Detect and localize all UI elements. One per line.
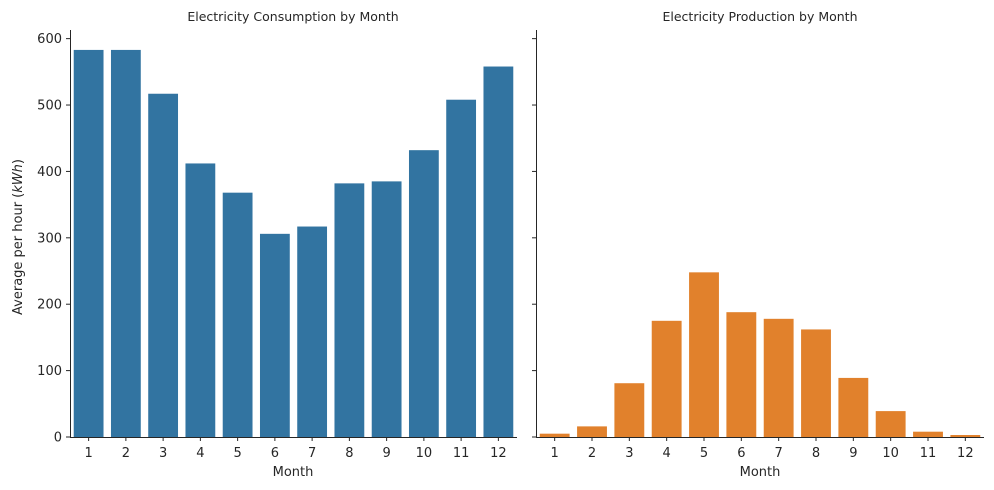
- consumption-y-ticks: 0 100 200 300 400 500 600: [37, 32, 70, 446]
- bar-month-3: [614, 383, 645, 437]
- x-tick-label: 11: [920, 446, 937, 461]
- x-tick-label: 8: [345, 446, 353, 461]
- y-tick-label: 0: [54, 431, 62, 446]
- bar-month-11: [913, 431, 943, 437]
- bar-month-4: [185, 163, 216, 437]
- consumption-x-ticks: 1 2 3 4 5 6 7 8 9 10 11 12: [84, 437, 507, 461]
- y-tick-label: 600: [37, 32, 62, 47]
- y-tick-label: 100: [37, 364, 62, 379]
- x-tick-label: 5: [233, 446, 241, 461]
- bar-month-10: [875, 411, 906, 437]
- bar-month-6: [259, 233, 290, 437]
- bar-month-9: [371, 181, 402, 437]
- bar-month-2: [110, 49, 141, 438]
- y-axis-label-unit: kWh: [11, 164, 26, 193]
- bar-month-10: [408, 150, 439, 438]
- y-tick-label: 200: [37, 298, 62, 313]
- production-bars: [539, 272, 981, 437]
- x-tick-label: 3: [625, 446, 633, 461]
- consumption-bars: [73, 49, 514, 438]
- x-tick-label: 10: [882, 446, 899, 461]
- production-chart-title: Electricity Production by Month: [662, 9, 857, 24]
- x-tick-label: 9: [382, 446, 390, 461]
- consumption-chart-title: Electricity Consumption by Month: [187, 9, 398, 24]
- production-x-axis-label: Month: [740, 465, 781, 480]
- y-axis-label-close: ): [11, 159, 26, 164]
- bar-month-1: [73, 49, 104, 438]
- production-y-ticks: [532, 38, 536, 438]
- consumption-panel: Electricity Consumption by Month Month A…: [11, 9, 517, 480]
- x-tick-label: 10: [416, 446, 433, 461]
- bar-month-5: [689, 272, 719, 437]
- bar-month-9: [838, 377, 869, 437]
- bar-month-8: [334, 183, 365, 437]
- x-tick-label: 6: [737, 446, 745, 461]
- x-tick-label: 7: [775, 446, 783, 461]
- x-tick-label: 5: [700, 446, 708, 461]
- y-axis-label-text: Average per hour (: [11, 193, 26, 315]
- bar-month-11: [446, 99, 477, 438]
- x-tick-label: 1: [551, 446, 559, 461]
- x-tick-label: 7: [308, 446, 316, 461]
- y-axis-label: Average per hour (kWh): [11, 159, 26, 315]
- bar-month-8: [801, 329, 831, 437]
- x-tick-label: 9: [849, 446, 857, 461]
- x-tick-label: 11: [453, 446, 470, 461]
- bar-month-2: [577, 426, 607, 437]
- bar-month-3: [148, 93, 179, 438]
- bar-month-1: [539, 433, 570, 437]
- bar-month-6: [726, 312, 757, 437]
- x-tick-label: 12: [957, 446, 974, 461]
- bar-month-7: [763, 318, 794, 437]
- x-tick-label: 6: [271, 446, 279, 461]
- bar-month-7: [297, 226, 328, 437]
- bar-month-12: [483, 66, 514, 438]
- y-tick-label: 300: [37, 231, 62, 246]
- x-tick-label: 4: [663, 446, 671, 461]
- bar-month-5: [222, 192, 253, 437]
- x-tick-label: 4: [196, 446, 204, 461]
- x-tick-label: 3: [159, 446, 167, 461]
- bar-month-4: [651, 320, 682, 437]
- consumption-x-axis-label: Month: [273, 465, 314, 480]
- x-tick-label: 8: [812, 446, 820, 461]
- y-tick-label: 400: [37, 165, 62, 180]
- x-tick-label: 2: [122, 446, 130, 461]
- x-tick-label: 1: [84, 446, 92, 461]
- x-tick-label: 2: [588, 446, 596, 461]
- x-tick-label: 12: [490, 446, 507, 461]
- y-tick-label: 500: [37, 99, 62, 114]
- bar-month-12: [950, 435, 981, 437]
- production-x-ticks: 1 2 3 4 5 6 7 8 9 10 11 12: [551, 437, 974, 461]
